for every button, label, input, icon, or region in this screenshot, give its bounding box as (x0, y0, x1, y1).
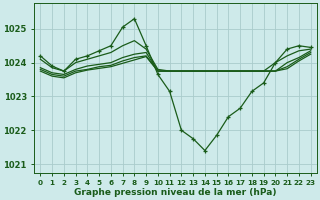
X-axis label: Graphe pression niveau de la mer (hPa): Graphe pression niveau de la mer (hPa) (74, 188, 277, 197)
